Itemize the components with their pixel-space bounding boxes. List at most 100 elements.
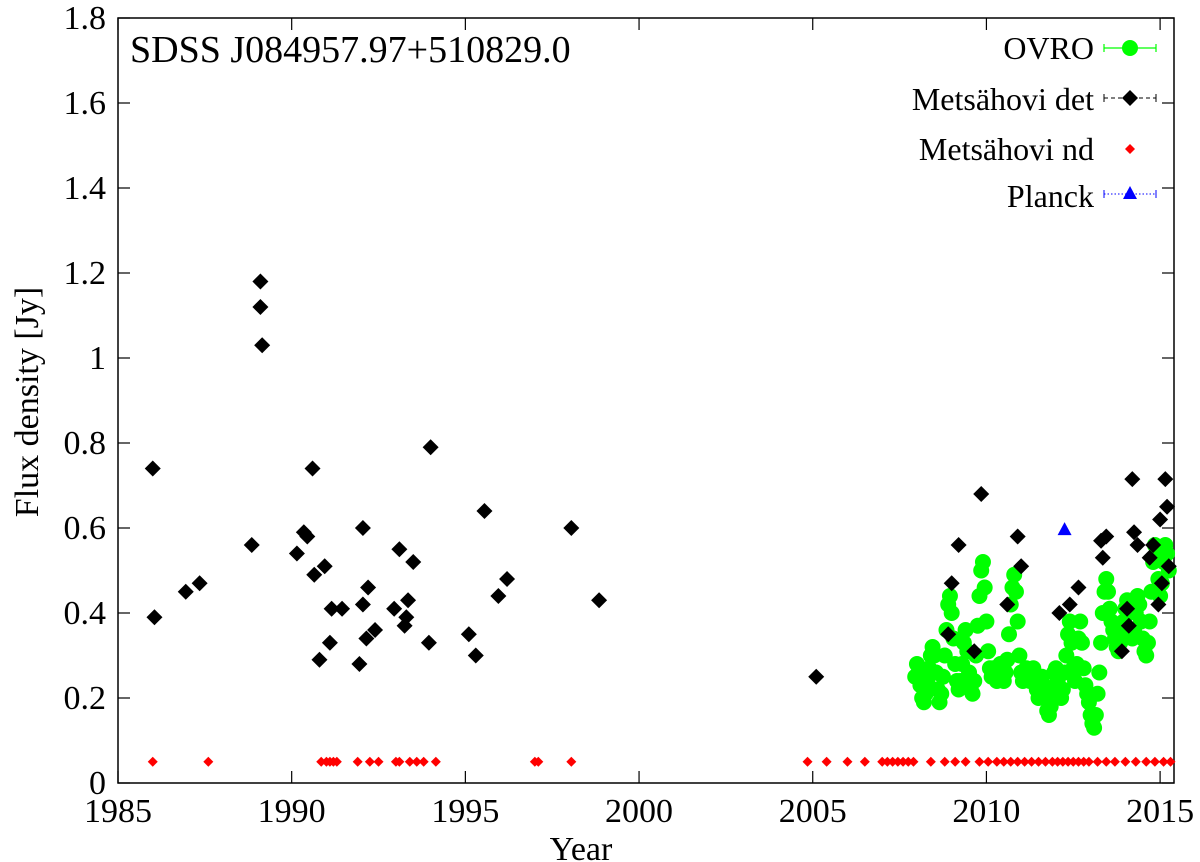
metsahovi-nd-point xyxy=(1141,756,1152,767)
metsahovi-nd-point xyxy=(983,756,994,767)
metsahovi-nd-point xyxy=(566,756,577,767)
metsahovi-nd-point xyxy=(1019,756,1030,767)
y-tick-label: 0.8 xyxy=(64,425,107,462)
metsahovi-nd-point xyxy=(821,756,832,767)
metsahovi-nd-point xyxy=(1120,756,1131,767)
metsahovi-det-point xyxy=(334,600,351,617)
ovro-point xyxy=(966,673,983,689)
metsahovi-det-point xyxy=(1013,558,1030,575)
ovro-point xyxy=(980,643,997,660)
metsahovi-det-point xyxy=(252,299,269,315)
series-metsahovi-det xyxy=(144,273,1177,685)
legend: OVRO Metsähovi det Metsähovi nd Planck xyxy=(912,30,1157,214)
ovro-point xyxy=(1011,647,1028,664)
metsahovi-nd-point xyxy=(877,756,888,767)
ovro-point xyxy=(1009,613,1026,630)
metsahovi-det-point xyxy=(973,486,990,502)
metsahovi-nd-point xyxy=(430,756,441,767)
metsahovi-det-point xyxy=(358,630,375,647)
y-tick-label: 0 xyxy=(89,765,106,802)
metsahovi-det-point xyxy=(1152,511,1169,528)
metsahovi-nd-point xyxy=(887,756,898,767)
ovro-point xyxy=(1093,634,1110,651)
planck-point xyxy=(1057,522,1072,536)
x-tick-label: 2015 xyxy=(1126,793,1194,830)
metsahovi-det-point xyxy=(940,626,957,643)
metsahovi-det-point xyxy=(1145,537,1162,553)
metsahovi-det-point xyxy=(323,600,340,617)
metsahovi-det-point xyxy=(1141,549,1158,566)
metsahovi-nd-point xyxy=(1158,756,1169,767)
ovro-point xyxy=(917,685,934,702)
series-metsahovi-nd xyxy=(147,756,1176,767)
plot-border xyxy=(117,17,1175,784)
metsahovi-det-point xyxy=(405,554,422,570)
metsahovi-det-point xyxy=(499,571,516,587)
metsahovi-nd-point xyxy=(373,756,384,767)
chart-title: SDSS J084957.97+510829.0 xyxy=(130,29,571,71)
metsahovi-det-point xyxy=(460,626,477,643)
ovro-point xyxy=(943,605,960,621)
ovro-point xyxy=(997,664,1014,681)
ovro-point xyxy=(1131,596,1148,613)
metsahovi-det-point xyxy=(1120,617,1137,634)
ovro-point xyxy=(1086,719,1103,736)
metsahovi-nd-point xyxy=(352,756,363,767)
metsahovi-nd-point xyxy=(960,756,971,767)
metsahovi-nd-point xyxy=(939,756,950,767)
metsahovi-det-point xyxy=(422,439,439,456)
ovro-point xyxy=(1072,613,1089,630)
ovro-point xyxy=(1141,613,1158,630)
metsahovi-det-point xyxy=(1157,471,1174,488)
x-tick-label: 1985 xyxy=(84,793,152,830)
x-axis-label: Year xyxy=(550,831,613,862)
x-tick-label: 2005 xyxy=(779,793,847,830)
metsahovi-nd-point xyxy=(903,756,914,767)
metsahovi-nd-point xyxy=(1052,756,1063,767)
ovro-point xyxy=(1075,660,1092,677)
metsahovi-det-point xyxy=(288,545,305,562)
metsahovi-det-point xyxy=(476,503,493,519)
y-tick-label: 0.6 xyxy=(64,510,107,547)
metsahovi-det-point xyxy=(1129,537,1146,553)
ovro-point xyxy=(1101,600,1118,617)
metsahovi-nd-point xyxy=(1101,756,1112,767)
metsahovi-det-point xyxy=(943,575,960,592)
metsahovi-det-point xyxy=(1061,596,1078,613)
legend-label-metsahovi-det: Metsähovi det xyxy=(912,81,1094,117)
metsahovi-det-point xyxy=(306,566,323,583)
metsahovi-det-point xyxy=(1051,605,1068,621)
y-tick-label: 1.4 xyxy=(64,170,107,207)
metsahovi-nd-point xyxy=(882,756,893,767)
ovro-point xyxy=(1054,681,1071,698)
metsahovi-nd-point xyxy=(802,756,813,767)
metsahovi-nd-point xyxy=(316,756,327,767)
x-tick-label: 1995 xyxy=(431,793,499,830)
ovro-point xyxy=(1100,583,1116,600)
metsahovi-nd-point xyxy=(1149,756,1160,767)
legend-symbol-metsahovi-nd xyxy=(1125,144,1135,154)
metsahovi-nd-point xyxy=(364,756,375,767)
y-tick-label: 1.6 xyxy=(64,85,107,122)
metsahovi-det-point xyxy=(360,579,377,596)
y-tick-label: 1 xyxy=(89,340,106,377)
ovro-point xyxy=(1098,571,1115,587)
metsahovi-det-point xyxy=(1070,579,1087,596)
metsahovi-nd-point xyxy=(859,756,870,767)
metsahovi-det-point xyxy=(316,558,333,575)
metsahovi-det-point xyxy=(1094,549,1111,566)
metsahovi-det-point xyxy=(351,656,368,672)
metsahovi-nd-point xyxy=(147,756,158,767)
ovro-point xyxy=(1159,545,1176,562)
metsahovi-nd-point xyxy=(418,756,429,767)
metsahovi-nd-point xyxy=(1033,756,1044,767)
metsahovi-nd-point xyxy=(1130,756,1141,767)
metsahovi-nd-point xyxy=(1063,756,1074,767)
ovro-point xyxy=(964,685,981,702)
metsahovi-nd-point xyxy=(1109,756,1120,767)
metsahovi-nd-point xyxy=(1012,756,1023,767)
metsahovi-det-point xyxy=(191,575,208,592)
metsahovi-nd-point xyxy=(898,756,909,767)
x-tick-label: 1990 xyxy=(258,793,326,830)
metsahovi-det-point xyxy=(1153,575,1170,592)
